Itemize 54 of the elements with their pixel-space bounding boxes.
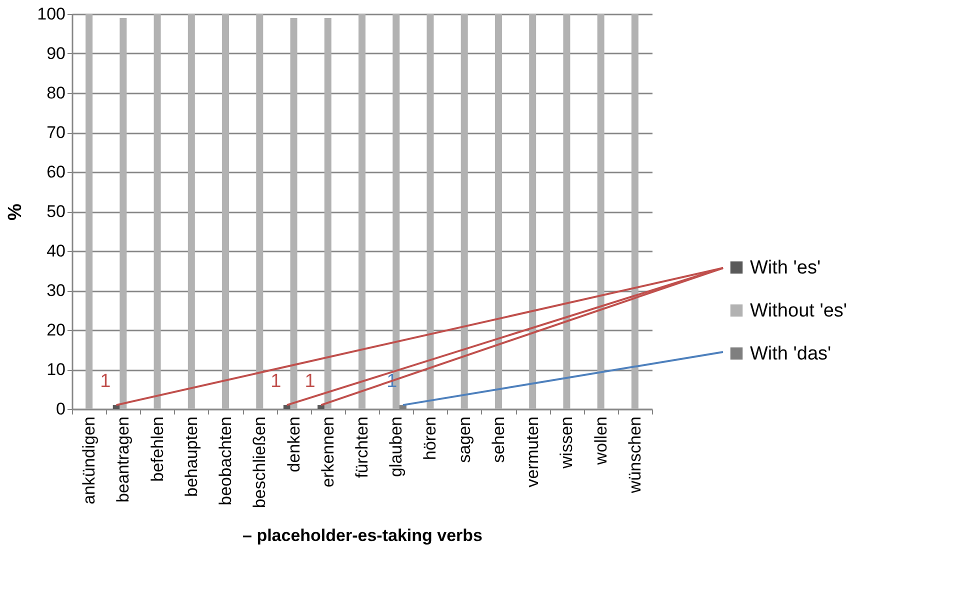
- x-tick-label: erkennen: [318, 416, 338, 488]
- data-label: 1: [304, 371, 316, 392]
- x-tick-label: sagen: [454, 416, 474, 463]
- bar: [86, 14, 93, 409]
- x-tick-label: ankündigen: [80, 416, 99, 504]
- bar: [154, 14, 161, 409]
- y-tick-label: 100: [37, 4, 66, 24]
- bar: [563, 14, 570, 409]
- bar: [494, 14, 502, 409]
- x-tick-label: vermuten: [523, 416, 542, 488]
- bar: [318, 405, 325, 409]
- y-tick-label: 50: [46, 202, 66, 221]
- y-tick-label: 0: [56, 400, 66, 418]
- legend-label: With 'es': [750, 258, 821, 278]
- y-tick-label: 30: [46, 281, 66, 300]
- y-tick-label: 20: [46, 320, 66, 340]
- data-label: 1: [100, 371, 111, 392]
- data-label: 1: [270, 371, 282, 392]
- y-axis-title: %: [5, 203, 26, 220]
- x-tick-label: wünschen: [625, 416, 644, 494]
- bar: [188, 14, 195, 409]
- bar: [290, 18, 298, 409]
- bar: [426, 14, 434, 409]
- bar: [222, 14, 230, 409]
- legend-label: Without 'es': [750, 300, 848, 322]
- x-tick-label: sehen: [488, 416, 508, 463]
- bar: [358, 14, 366, 409]
- bar: [631, 14, 638, 409]
- x-tick-label: beobachten: [216, 416, 236, 506]
- bar: [256, 14, 264, 409]
- bar: [529, 14, 536, 409]
- y-tick-label: 70: [46, 123, 66, 142]
- y-tick-label: 60: [46, 162, 66, 182]
- x-tick-label: behaupten: [182, 416, 201, 497]
- x-axis-title: – placeholder-es-taking verbs: [242, 526, 482, 546]
- bar: [597, 14, 604, 409]
- bar: [120, 18, 127, 409]
- y-tick-label: 80: [46, 84, 66, 102]
- x-tick-label: befehlen: [148, 416, 167, 482]
- y-tick-label: 40: [46, 242, 66, 260]
- legend-label: With 'das': [750, 344, 832, 364]
- y-tick-label: 10: [46, 360, 66, 379]
- bar: [283, 405, 290, 409]
- bar: [460, 14, 468, 409]
- x-tick-label: denken: [284, 416, 304, 472]
- y-tick-label: 90: [46, 44, 66, 63]
- x-tick-label: wollen: [591, 416, 610, 466]
- bar: [324, 18, 332, 409]
- x-tick-label: wissen: [557, 416, 576, 470]
- x-tick-label: beantragen: [114, 416, 133, 503]
- x-tick-label: hören: [420, 416, 440, 460]
- x-tick-label: glauben: [386, 416, 406, 478]
- x-tick-label: beschließen: [250, 416, 270, 508]
- x-tick-label: fürchten: [352, 416, 372, 478]
